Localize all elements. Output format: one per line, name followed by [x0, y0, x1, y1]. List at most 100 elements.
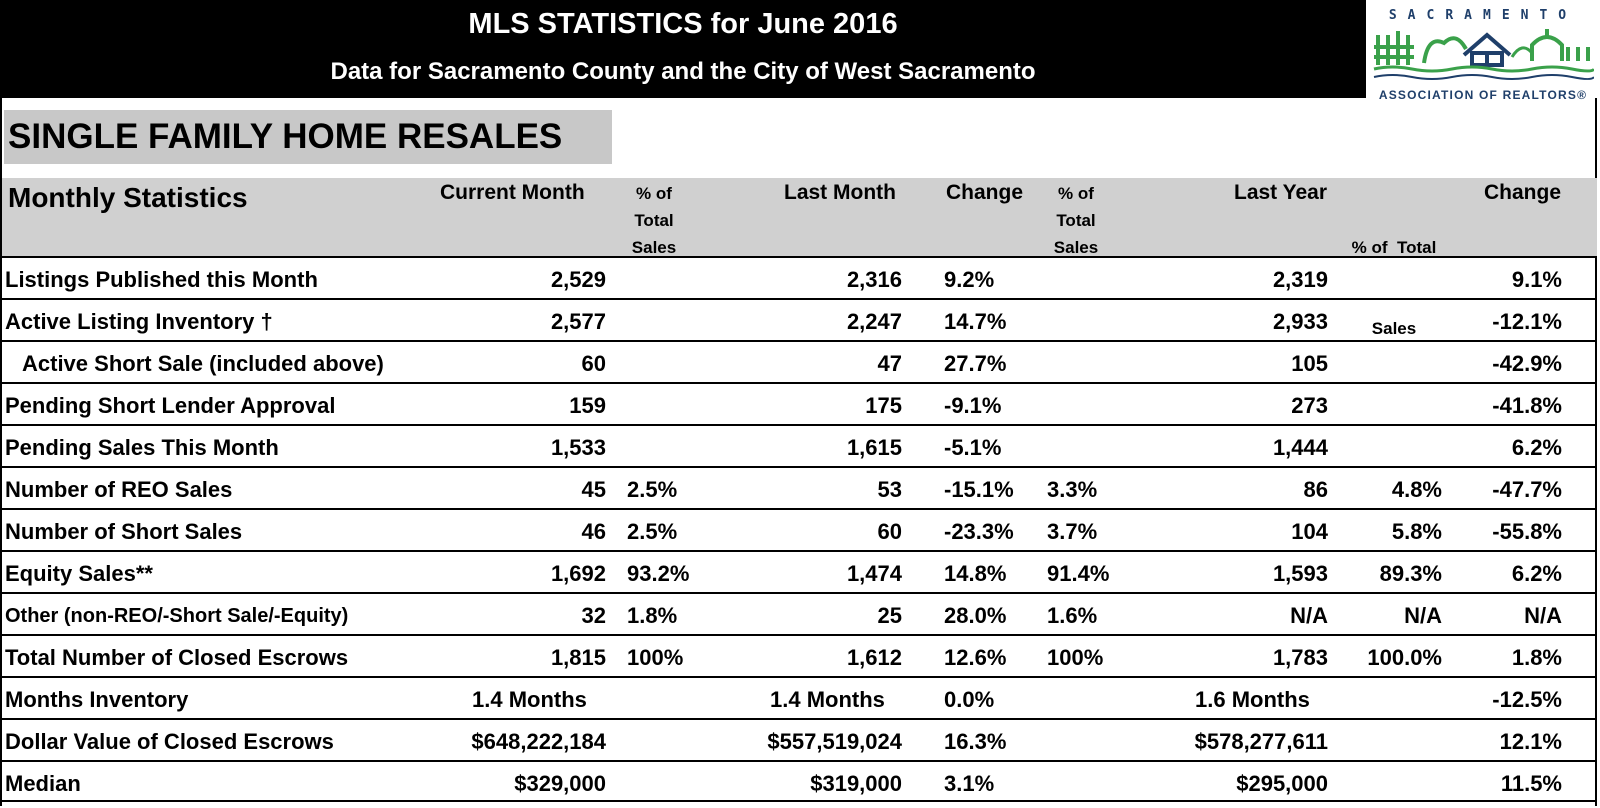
table-row: Number of REO Sales 45 2.5% 53 -15.1% 3.3% 86 4…	[2, 466, 1597, 508]
table-row: Median $329,000 $319,000 3.1% $295,000 11.5%	[2, 760, 1597, 802]
row-label: Number of REO Sales	[5, 477, 233, 502]
cell-current: 60	[581, 351, 606, 376]
logo-bottom-text: ASSOCIATION OF REALTORS®	[1378, 88, 1588, 102]
cell-last-month: 53	[877, 477, 902, 502]
cell-last-year-change: -41.8%	[1492, 393, 1562, 418]
cell-last-month: $557,519,024	[767, 729, 902, 754]
col-label-header: Monthly Statistics	[8, 182, 248, 213]
cell-change: -9.1%	[944, 393, 1002, 418]
cell-last-month: $319,000	[810, 771, 902, 796]
row-label: Equity Sales**	[5, 561, 153, 586]
cell-last-month: 1,612	[846, 645, 902, 670]
cell-last-year-change: -12.1%	[1492, 309, 1562, 334]
association-logo: SACRAMENTO ASSOCIATION OF REALTORS®	[1366, 0, 1600, 110]
cell-last-month-pct: 1.6%	[1047, 603, 1098, 628]
cell-current: 1,692	[550, 561, 606, 586]
cell-last-month-pct: 3.7%	[1047, 519, 1098, 544]
row-label: Dollar Value of Closed Escrows	[5, 729, 334, 754]
cell-current: 159	[569, 393, 606, 418]
cell-current: 1.4 Months	[472, 687, 587, 712]
cell-last-year-change: -42.9%	[1492, 351, 1562, 376]
col-last-year-header: Last Year	[1234, 181, 1328, 204]
cell-last-month: 1.4 Months	[770, 687, 885, 712]
cell-last-month: 2,247	[846, 309, 902, 334]
cell-change: 28.0%	[944, 603, 1007, 628]
table-row: Other (non-REO/-Short Sale/-Equity) 32 1.8…	[2, 592, 1597, 634]
cell-current: 1,815	[550, 645, 606, 670]
cell-last-year: 86	[1303, 477, 1328, 502]
cell-last-year-change: 12.1%	[1499, 729, 1562, 754]
table-row: Equity Sales** 1,692 93.2% 1,474 14.8% 91.4% 1…	[2, 550, 1597, 592]
table-row: Active Listing Inventory † 2,577 2,247 14.7…	[2, 298, 1597, 340]
cell-last-year: 2,319	[1272, 267, 1328, 292]
col-ly-pct-header: % of Total Sales	[1351, 238, 1437, 338]
cell-last-year: 105	[1291, 351, 1328, 376]
cell-last-year-pct: 5.8%	[1391, 519, 1442, 544]
cell-change: 3.1%	[944, 771, 995, 796]
cell-change: 12.6%	[944, 645, 1007, 670]
cell-change: -23.3%	[944, 519, 1014, 544]
table-row: Pending Sales This Month 1,533 1,615 -5.1% 1…	[2, 424, 1597, 466]
cell-change: -5.1%	[944, 435, 1002, 460]
cell-change: 14.7%	[944, 309, 1007, 334]
cell-current: 45	[581, 477, 606, 502]
cell-last-month: 25	[877, 603, 902, 628]
cell-change: 9.2%	[944, 267, 995, 292]
row-label: Active Short Sale (included above)	[22, 351, 384, 376]
table-row: Dollar Value of Closed Escrows $648,222,1…	[2, 718, 1597, 760]
cell-current-pct: 100%	[627, 645, 684, 670]
table-row: Pending Short Lender Approval 159 175 -9.1%…	[2, 382, 1597, 424]
cell-current: $648,222,184	[471, 729, 606, 754]
col-change-header: Change	[946, 181, 1024, 204]
row-label: Listings Published this Month	[5, 267, 318, 292]
report-title: MLS STATISTICS for June 2016	[468, 8, 898, 40]
table-row: Number of Short Sales 46 2.5% 60 -23.3% 3.7% 1…	[2, 508, 1597, 550]
row-label: Number of Short Sales	[5, 519, 243, 544]
row-label: Pending Sales This Month	[5, 435, 279, 460]
cell-last-month: 47	[877, 351, 902, 376]
cell-last-year-change: 6.2%	[1511, 435, 1562, 460]
table-row: Total Number of Closed Escrows 1,815 100% 1…	[2, 634, 1597, 676]
cell-current: 2,577	[550, 309, 606, 334]
col-lm-pct-header: % of Total Sales	[1053, 184, 1099, 257]
cell-last-year-change: -55.8%	[1492, 519, 1562, 544]
cell-last-year: $295,000	[1236, 771, 1328, 796]
cell-last-year: 1,593	[1272, 561, 1328, 586]
table-row: Active Short Sale (included above) 60 47 27…	[2, 340, 1597, 382]
row-label: Pending Short Lender Approval	[5, 393, 336, 418]
table-frame	[0, 98, 1597, 806]
cell-current-pct: 1.8%	[627, 603, 678, 628]
cell-last-year-change: N/A	[1524, 603, 1562, 628]
cell-last-year-pct: 4.8%	[1391, 477, 1442, 502]
cell-last-year-pct: 89.3%	[1379, 561, 1442, 586]
row-label: Median	[5, 771, 81, 796]
cell-last-year-pct: 100.0%	[1367, 645, 1442, 670]
row-label: Other (non-REO/-Short Sale/-Equity)	[5, 605, 349, 627]
cell-last-month-pct: 3.3%	[1047, 477, 1098, 502]
cell-change: 14.8%	[944, 561, 1007, 586]
logo-top-text: SACRAMENTO	[1388, 8, 1578, 23]
cell-change: 27.7%	[944, 351, 1007, 376]
cell-last-month: 1,615	[846, 435, 902, 460]
cell-last-year: 1,783	[1272, 645, 1328, 670]
cell-current-pct: 2.5%	[627, 477, 678, 502]
cell-last-year-pct: N/A	[1404, 603, 1442, 628]
cell-last-year: 2,933	[1272, 309, 1328, 334]
cell-current: 2,529	[550, 267, 606, 292]
column-header-row: Monthly Statistics Current Month % of To…	[2, 178, 1597, 338]
cell-current-pct: 2.5%	[627, 519, 678, 544]
cell-last-year: N/A	[1290, 603, 1328, 628]
cell-change: 16.3%	[944, 729, 1007, 754]
cell-last-month: 1,474	[846, 561, 902, 586]
col-last-header: Last Month	[784, 181, 896, 204]
col-cur-pct-header: % of Total Sales	[631, 184, 677, 257]
cell-last-year: 273	[1291, 393, 1328, 418]
report-header: MLS STATISTICS for June 2016 Data for Sa…	[0, 0, 1366, 98]
row-label: Active Listing Inventory †	[5, 309, 273, 334]
cell-last-month-pct: 91.4%	[1047, 561, 1110, 586]
row-label: Months Inventory	[5, 687, 189, 712]
cell-change: -15.1%	[944, 477, 1014, 502]
cell-last-year-change: 6.2%	[1511, 561, 1562, 586]
col-current-header: Current Month	[440, 181, 585, 204]
cell-last-year-change: 1.8%	[1511, 645, 1562, 670]
